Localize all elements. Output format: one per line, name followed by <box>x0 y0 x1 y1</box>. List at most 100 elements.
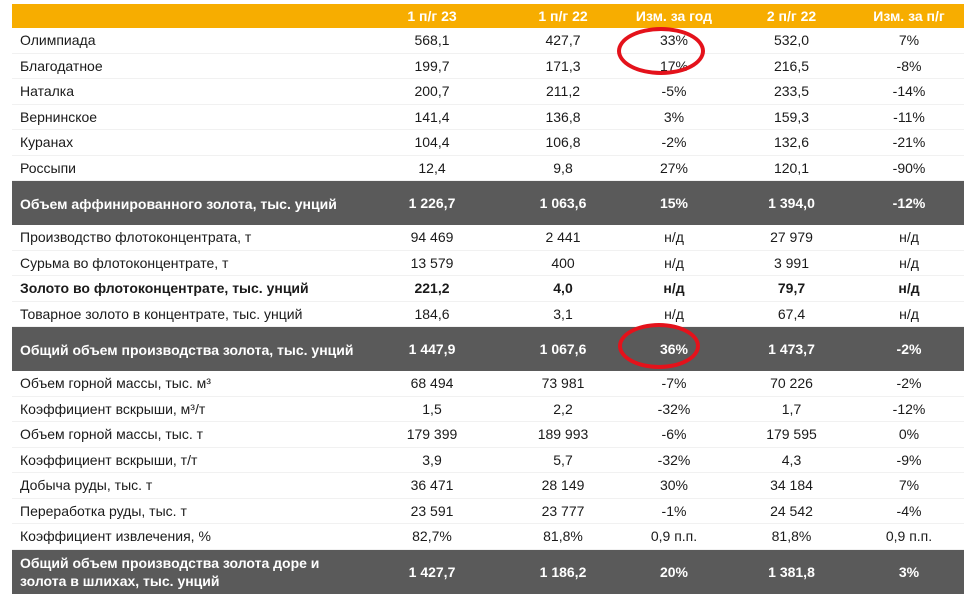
table-cell: 200,7 <box>414 83 450 100</box>
table-cell: 13 579 <box>410 254 454 271</box>
table-cell: 7% <box>898 477 920 494</box>
row-label: Вернинское <box>20 108 98 125</box>
table-cell: 12,4 <box>418 159 446 176</box>
table-cell: 24 542 <box>770 502 813 519</box>
table-cell: 3 991 <box>773 254 810 271</box>
row-label: Объем аффинированного золота, тыс. унций <box>20 195 337 212</box>
table-cell: н/д <box>664 305 684 322</box>
summary-row: Общий объем производства золота, тыс. ун… <box>12 327 964 371</box>
table-row: Россыпи 12,4 9,8 27% 120,1 -90% <box>12 156 964 181</box>
table-row: Товарное золото в концентрате, тыс. унци… <box>12 302 964 327</box>
table-cell: н/д <box>899 254 919 271</box>
row-label: Коэффициент вскрыши, т/т <box>20 451 198 468</box>
table-cell: 30% <box>659 477 689 494</box>
table-cell: 104,4 <box>414 134 450 151</box>
table-cell: 1,7 <box>781 400 802 417</box>
header-cell: 2 п/г 22 <box>766 8 817 24</box>
table-cell: 1 427,7 <box>408 563 456 580</box>
table-cell: 9,8 <box>553 159 573 176</box>
table-cell: 15% <box>659 195 689 211</box>
table-cell: -12% <box>892 400 926 417</box>
table-cell: 159,3 <box>773 108 810 125</box>
table-cell: 5,7 <box>553 451 573 468</box>
table-cell: 1,5 <box>422 400 442 417</box>
header-cell: 1 п/г 22 <box>538 8 588 24</box>
table-cell: 82,7% <box>412 528 452 545</box>
table-body: Олимпиада 568,1 427,7 33% 532,0 7% Благодатное… <box>12 28 964 594</box>
table-cell: -11% <box>893 108 925 125</box>
table-row: Благодатное 199,7 171,3 17% 216,5 -8% <box>12 54 964 79</box>
table-cell: н/д <box>899 305 919 322</box>
table-row: Сурьма во флотоконцентрате, т 13 579 400 н/… <box>12 251 964 276</box>
table-row: Вернинское 141,4 136,8 3% 159,3 -11% <box>12 105 964 130</box>
table-cell: 171,3 <box>545 57 581 74</box>
table-row: Коэффициент извлечения, % 82,7% 81,8% 0,9 п… <box>12 524 964 550</box>
table-cell: -32% <box>657 400 691 417</box>
table-cell: 94 469 <box>410 229 454 246</box>
table-cell: 3% <box>898 563 920 580</box>
header-cell: Изм. за год <box>635 8 713 24</box>
table-cell: -6% <box>661 426 687 443</box>
summary-row: Общий объем производства золота доре и з… <box>12 549 964 594</box>
table-cell: 211,2 <box>546 83 580 100</box>
table-cell: 189 993 <box>537 426 589 443</box>
table-cell: 120,1 <box>773 159 810 176</box>
table-header: 1 п/г 23 1 п/г 22 Изм. за год 2 п/г 22 И… <box>12 4 964 28</box>
table-cell: 3,1 <box>553 305 573 322</box>
table-row: Объем горной массы, тыс. м³ 68 494 73 981 -… <box>12 371 964 397</box>
table-cell: 3% <box>663 108 685 125</box>
table-cell: н/д <box>898 280 920 297</box>
table-cell: 23 591 <box>410 502 454 519</box>
table-cell: 4,3 <box>781 451 802 468</box>
table-cell: 106,8 <box>545 134 581 151</box>
table-cell: 199,7 <box>414 57 450 74</box>
row-label: Олимпиада <box>20 32 96 49</box>
table-cell: -9% <box>896 451 922 468</box>
table-cell: 1 381,8 <box>768 563 815 580</box>
row-label: Благодатное <box>20 57 103 74</box>
table-cell: -21% <box>892 134 926 151</box>
table-cell: 221,2 <box>414 280 450 297</box>
table-cell: -4% <box>896 502 922 519</box>
table-cell: 141,4 <box>414 108 450 125</box>
row-label: Куранах <box>20 134 74 151</box>
table-cell: -5% <box>661 83 687 100</box>
table-cell: 1 063,6 <box>539 195 587 211</box>
table-cell: 2 441 <box>545 229 581 246</box>
table-cell: -2% <box>896 341 922 357</box>
table-cell: н/д <box>663 280 685 297</box>
table-cell: 27% <box>659 159 689 176</box>
table-cell: 23 777 <box>541 502 585 519</box>
table-cell: -1% <box>661 502 687 519</box>
table-cell: 132,6 <box>773 134 810 151</box>
table-cell: -12% <box>892 195 926 211</box>
table-cell: 1 447,9 <box>408 341 456 357</box>
table-row: Коэффициент вскрыши, м³/т 1,5 2,2 -32% 1,7 -1… <box>12 397 964 422</box>
row-label: Товарное золото в концентрате, тыс. унци… <box>20 305 303 322</box>
table-cell: 33% <box>659 32 689 49</box>
row-label: Общий объем производства золота, тыс. ун… <box>20 341 354 358</box>
row-label: Объем горной массы, тыс. м³ <box>20 375 211 392</box>
table-row: Олимпиада 568,1 427,7 33% 532,0 7% <box>12 28 964 54</box>
table-cell: 1 473,7 <box>768 341 815 357</box>
table-cell: 27 979 <box>770 229 813 246</box>
table-row: Куранах 104,4 106,8 -2% 132,6 -21% <box>12 130 964 156</box>
row-label: Россыпи <box>20 159 76 176</box>
table-cell: 1 186,2 <box>539 563 587 580</box>
table-cell: 2,2 <box>553 400 573 417</box>
header-cell: Изм. за п/г <box>873 8 945 24</box>
row-label: Коэффициент извлечения, % <box>20 528 211 545</box>
table-cell: 427,7 <box>545 32 581 49</box>
table-cell: -8% <box>896 57 922 74</box>
table-cell: 28 149 <box>541 477 585 494</box>
table-cell: 36% <box>659 341 689 357</box>
row-label: Общий объем производства золота доре и з… <box>20 555 320 589</box>
header-cell: 1 п/г 23 <box>407 8 457 24</box>
table-cell: 0,9 п.п. <box>650 528 698 545</box>
table-row: Наталка 200,7 211,2 -5% 233,5 -14% <box>12 79 964 105</box>
table-cell: 17% <box>659 57 689 74</box>
table-cell: -32% <box>657 451 691 468</box>
table-cell: 136,8 <box>545 108 581 125</box>
table-cell: 67,4 <box>777 305 806 322</box>
table-cell: -90% <box>892 159 926 176</box>
